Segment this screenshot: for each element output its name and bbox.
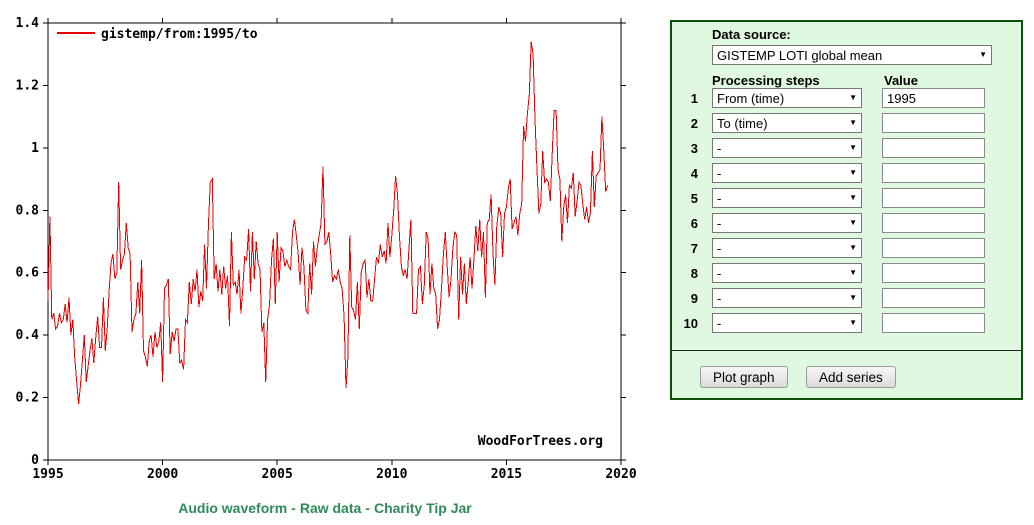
data-source-label: Data source: [712,27,791,42]
y-tick-label: 0 [31,453,39,468]
x-tick-label: 1995 [32,467,63,482]
step-value-input-9[interactable] [882,288,985,308]
processing-step-row-7: 7 - ▼ [672,238,1021,258]
processing-step-row-6: 6 - ▼ [672,213,1021,233]
y-tick-label: 0.6 [16,266,40,281]
step-select-1[interactable]: From (time) [712,88,862,108]
step-number: 2 [690,115,698,131]
y-tick-label: 0.4 [16,328,40,343]
processing-steps-header: Processing steps [712,73,820,88]
y-tick-label: 0.2 [16,391,39,406]
step-select-8[interactable]: - [712,263,862,283]
x-tick-label: 2015 [491,467,522,482]
value-header: Value [884,73,918,88]
step-number: 9 [690,290,698,306]
step-value-input-1[interactable] [882,88,985,108]
y-tick-label: 1.4 [16,16,40,31]
y-tick-label: 0.8 [16,203,40,218]
step-number: 4 [690,165,698,181]
step-number: 6 [690,215,698,231]
data-source-select-wrap: GISTEMP LOTI global mean ▼ [712,45,992,65]
processing-step-row-3: 3 - ▼ [672,138,1021,158]
x-tick-label: 2010 [376,467,407,482]
step-value-input-2[interactable] [882,113,985,133]
step-value-input-3[interactable] [882,138,985,158]
x-tick-label: 2020 [605,467,636,482]
footer-link-raw-data[interactable]: Raw data [299,500,362,516]
processing-step-row-2: 2 To (time) ▼ [672,113,1021,133]
step-value-input-4[interactable] [882,163,985,183]
step-select-5[interactable]: - [712,188,862,208]
processing-step-row-9: 9 - ▼ [672,288,1021,308]
processing-step-row-8: 8 - ▼ [672,263,1021,283]
footer-separator: - [291,500,296,516]
step-select-4[interactable]: - [712,163,862,183]
step-value-input-10[interactable] [882,313,985,333]
legend-label: gistemp/from:1995/to [101,27,258,42]
step-number: 3 [690,140,698,156]
gistemp-series-line [47,41,609,404]
plot-control-panel: Data source: GISTEMP LOTI global mean ▼ … [670,20,1023,400]
step-number: 7 [690,240,698,256]
plot-svg: 1995 2000 2005 2010 2015 2020 0 0.2 0.4 0.6 0.8 1 1.… [16,16,637,482]
step-select-7[interactable]: - [712,238,862,258]
step-select-6[interactable]: - [712,213,862,233]
step-number: 1 [690,90,698,106]
footer-links: Audio waveform - Raw data - Charity Tip Jar [0,500,650,516]
x-tick-label: 2000 [147,467,178,482]
processing-step-row-4: 4 - ▼ [672,163,1021,183]
step-select-2[interactable]: To (time) [712,113,862,133]
step-value-input-7[interactable] [882,238,985,258]
step-select-9[interactable]: - [712,288,862,308]
plot-border [47,22,622,461]
step-select-3[interactable]: - [712,138,862,158]
x-tick-label: 2005 [262,467,293,482]
y-tick-label: 1 [31,141,39,156]
panel-divider [672,350,1021,351]
woodfortrees-watermark: WoodForTrees.org [478,434,603,449]
step-number: 8 [690,265,698,281]
footer-link-audio-waveform[interactable]: Audio waveform [178,500,288,516]
processing-step-row-5: 5 - ▼ [672,188,1021,208]
step-select-10[interactable]: - [712,313,862,333]
footer-separator: - [365,500,370,516]
add-series-button[interactable]: Add series [806,366,896,388]
processing-step-row-10: 10 - ▼ [672,313,1021,333]
y-tick-label: 1.2 [16,78,39,93]
step-number: 10 [683,315,698,331]
step-value-input-5[interactable] [882,188,985,208]
step-value-input-6[interactable] [882,213,985,233]
processing-steps-rows: 1 From (time)▼ 2 To (time)▼ 3 -▼ 4 -▼ 5 [672,88,1021,338]
step-number: 5 [690,190,698,206]
gistemp-chart: 1995 2000 2005 2010 2015 2020 0 0.2 0.4 0.6 0.8 1 1.… [16,16,637,482]
footer-link-charity-tip-jar[interactable]: Charity Tip Jar [373,500,472,516]
step-value-input-8[interactable] [882,263,985,283]
plot-graph-button[interactable]: Plot graph [700,366,788,388]
data-source-select[interactable]: GISTEMP LOTI global mean [712,45,992,65]
processing-step-row-1: 1 From (time) ▼ [672,88,1021,108]
